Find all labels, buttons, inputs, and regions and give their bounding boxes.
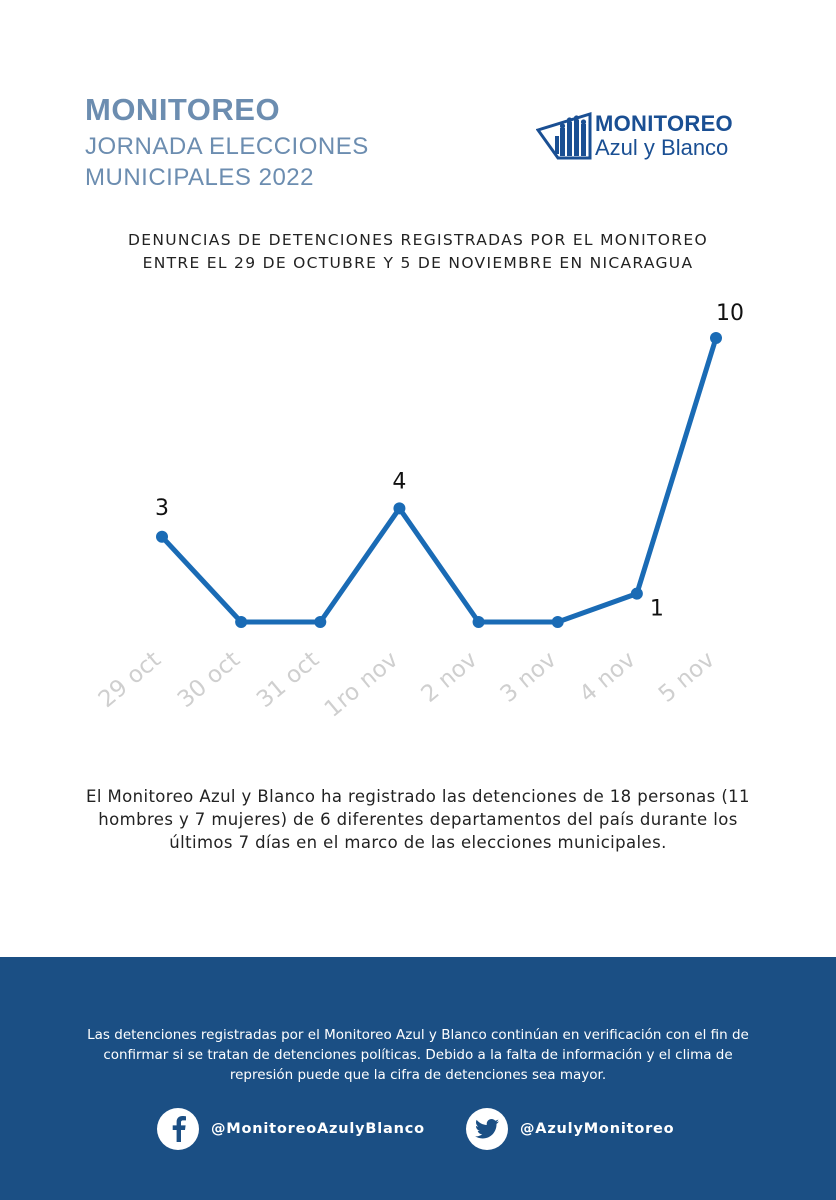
data-point [472,616,485,628]
footer-note: Las detenciones registradas por el Monit… [87,1027,749,1083]
data-label: 4 [392,469,406,494]
x-tick-label: 5 nov [654,647,720,708]
series-line [159,335,719,625]
data-point [235,616,248,628]
facebook-handle[interactable]: @MonitoreoAzulyBlanco [211,1121,425,1137]
header-subtitle-line1: JORNADA ELECCIONES [85,133,369,160]
monitoreo-logo-icon [536,111,592,160]
chart-title-line2: ENTRE EL 29 DE OCTUBRE Y 5 DE NOVIEMBRE … [142,254,694,272]
facebook-icon[interactable] [157,1108,199,1150]
logo-line1: MONITOREO [595,111,733,136]
data-point [314,616,327,628]
x-tick-label: 29 oct [94,647,166,713]
data-point [630,587,643,600]
x-tick-label: 1ro nov [320,647,404,723]
footer: Las detenciones registradas por el Monit… [0,957,836,1200]
header-title: MONITOREO [85,92,281,127]
twitter-link[interactable]: @AzulyMonitoreo [466,1108,675,1150]
data-label: 3 [155,496,169,521]
twitter-icon[interactable] [466,1108,508,1150]
monitoreo-logo: MONITOREO Azul y Blanco [536,100,766,164]
logo-line2: Azul y Blanco [595,135,729,160]
header-subtitle-line2: MUNICIPALES 2022 [85,164,314,191]
data-point [156,530,168,543]
x-tick-label: 3 nov [496,647,562,708]
x-tick-label: 4 nov [575,647,641,708]
x-tick-label: 2 nov [417,647,483,708]
data-point [551,616,564,628]
data-label: 1 [650,597,664,622]
chart-title-line1: DENUNCIAS DE DETENCIONES REGISTRADAS POR… [128,231,708,249]
data-point [393,502,406,515]
x-tick-label: 30 oct [173,647,245,713]
facebook-link[interactable]: @MonitoreoAzulyBlanco [157,1108,425,1150]
twitter-handle[interactable]: @AzulyMonitoreo [520,1121,675,1137]
data-label: 10 [716,301,744,326]
summary-text: El Monitoreo Azul y Blanco ha registrado… [86,787,750,852]
data-point [710,332,722,344]
x-tick-label: 31 oct [252,647,324,713]
